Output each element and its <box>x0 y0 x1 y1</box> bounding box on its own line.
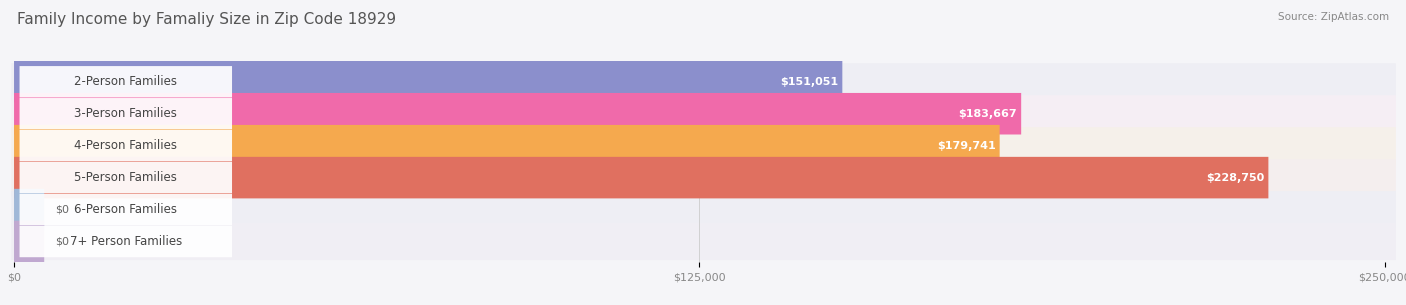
Text: 7+ Person Families: 7+ Person Families <box>70 235 181 248</box>
FancyBboxPatch shape <box>20 66 232 98</box>
Text: 6-Person Families: 6-Person Families <box>75 203 177 216</box>
Text: 3-Person Families: 3-Person Families <box>75 107 177 120</box>
Text: $179,741: $179,741 <box>936 141 995 151</box>
FancyBboxPatch shape <box>11 223 1396 260</box>
FancyBboxPatch shape <box>20 130 232 161</box>
Text: 2-Person Families: 2-Person Families <box>75 75 177 88</box>
FancyBboxPatch shape <box>20 226 232 257</box>
FancyBboxPatch shape <box>14 157 1268 198</box>
Text: $0: $0 <box>55 237 69 246</box>
Text: 4-Person Families: 4-Person Families <box>75 139 177 152</box>
Text: Family Income by Famaliy Size in Zip Code 18929: Family Income by Famaliy Size in Zip Cod… <box>17 12 396 27</box>
Text: $228,750: $228,750 <box>1206 173 1264 183</box>
FancyBboxPatch shape <box>14 93 1021 135</box>
FancyBboxPatch shape <box>20 98 232 129</box>
Text: $151,051: $151,051 <box>780 77 838 87</box>
FancyBboxPatch shape <box>14 61 842 102</box>
FancyBboxPatch shape <box>20 162 232 193</box>
FancyBboxPatch shape <box>11 95 1396 132</box>
FancyBboxPatch shape <box>11 159 1396 196</box>
FancyBboxPatch shape <box>11 191 1396 228</box>
Text: $183,667: $183,667 <box>959 109 1017 119</box>
FancyBboxPatch shape <box>14 221 44 262</box>
FancyBboxPatch shape <box>14 125 1000 167</box>
FancyBboxPatch shape <box>11 127 1396 164</box>
FancyBboxPatch shape <box>11 63 1396 100</box>
Text: $0: $0 <box>55 205 69 215</box>
FancyBboxPatch shape <box>20 194 232 225</box>
Text: Source: ZipAtlas.com: Source: ZipAtlas.com <box>1278 12 1389 22</box>
FancyBboxPatch shape <box>14 189 44 230</box>
Text: 5-Person Families: 5-Person Families <box>75 171 177 184</box>
